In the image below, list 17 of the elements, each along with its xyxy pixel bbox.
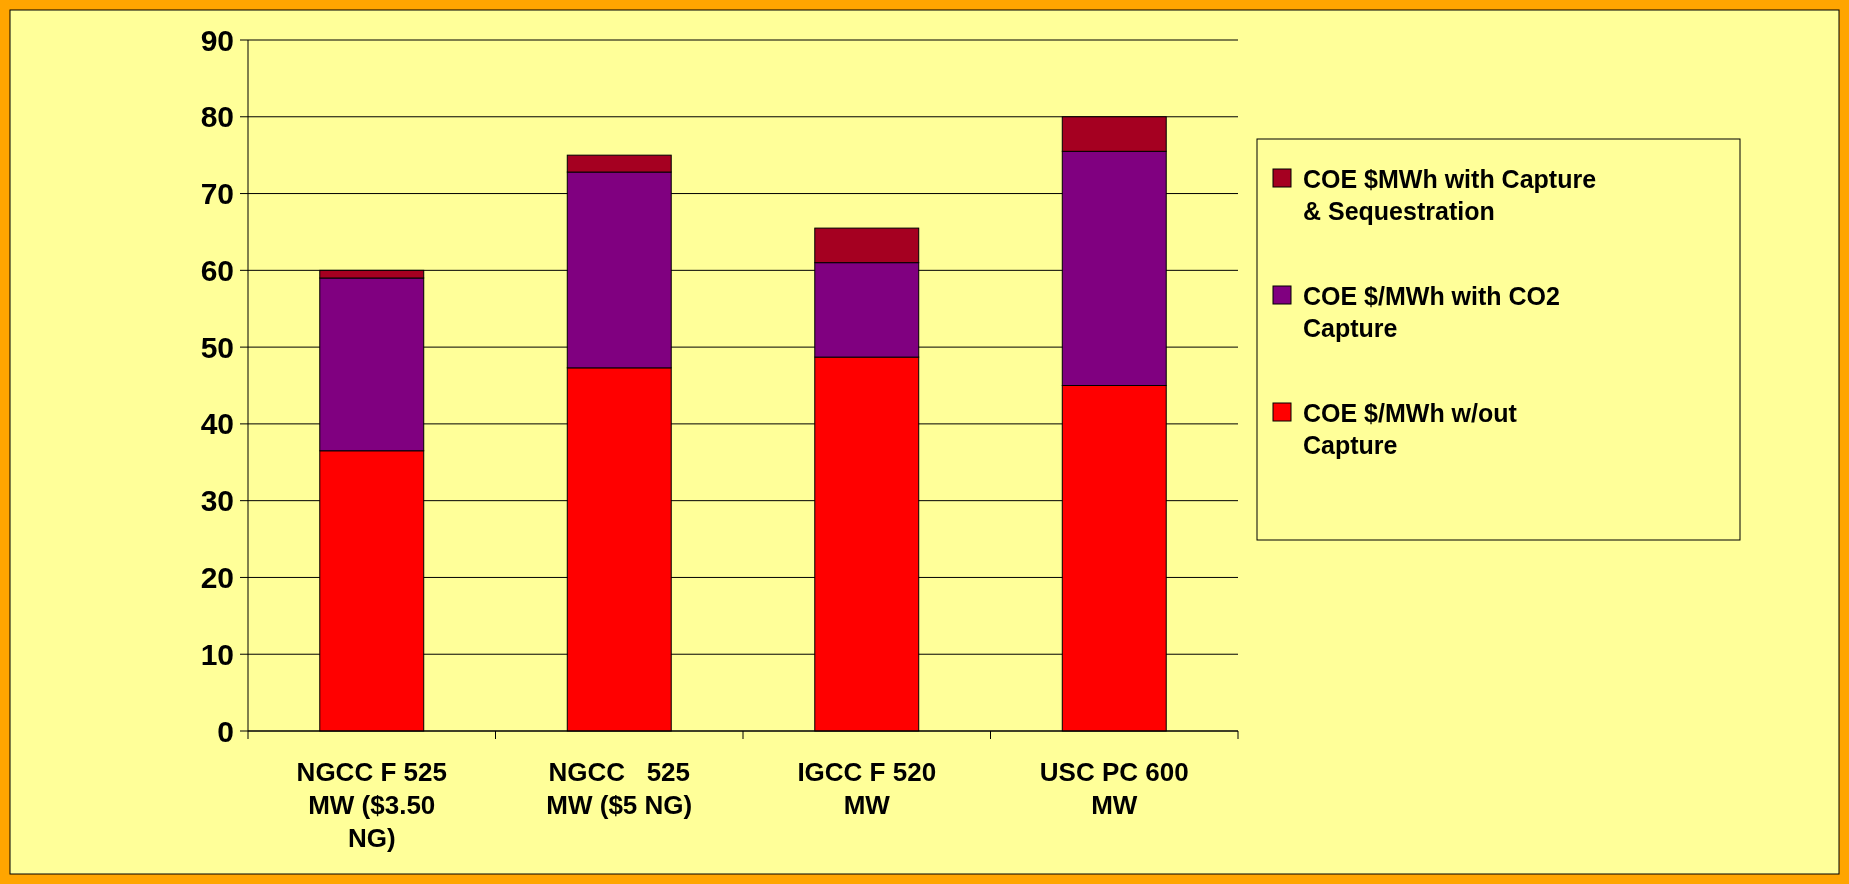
y-tick-label: 60 <box>200 253 234 287</box>
legend-label: COE $MWh with Capture & Sequestration <box>1303 164 1597 225</box>
y-tick-label: 50 <box>200 330 234 364</box>
y-tick-label: 10 <box>200 637 234 671</box>
y-tick-label: 70 <box>200 177 234 211</box>
legend-label: COE $/MWh w/out Capture <box>1303 398 1518 459</box>
y-tick-label: 20 <box>200 560 234 594</box>
legend-label: COE $/MWh with CO2 Capture <box>1303 281 1560 342</box>
y-tick-label: 40 <box>200 407 234 441</box>
y-tick-label: 0 <box>217 714 234 748</box>
x-tick-label: NGCC 525 MW ($5 NG) <box>546 757 693 820</box>
x-tick-label: USC PC 600 MW <box>1039 757 1189 820</box>
y-tick-label: 80 <box>200 100 234 134</box>
x-tick-label: NGCC F 525 MW ($3.50 NG) <box>296 757 447 853</box>
x-tick-label: IGCC F 520 MW <box>797 757 937 820</box>
y-tick-label: 30 <box>200 484 234 518</box>
y-tick-label: 90 <box>200 23 234 57</box>
